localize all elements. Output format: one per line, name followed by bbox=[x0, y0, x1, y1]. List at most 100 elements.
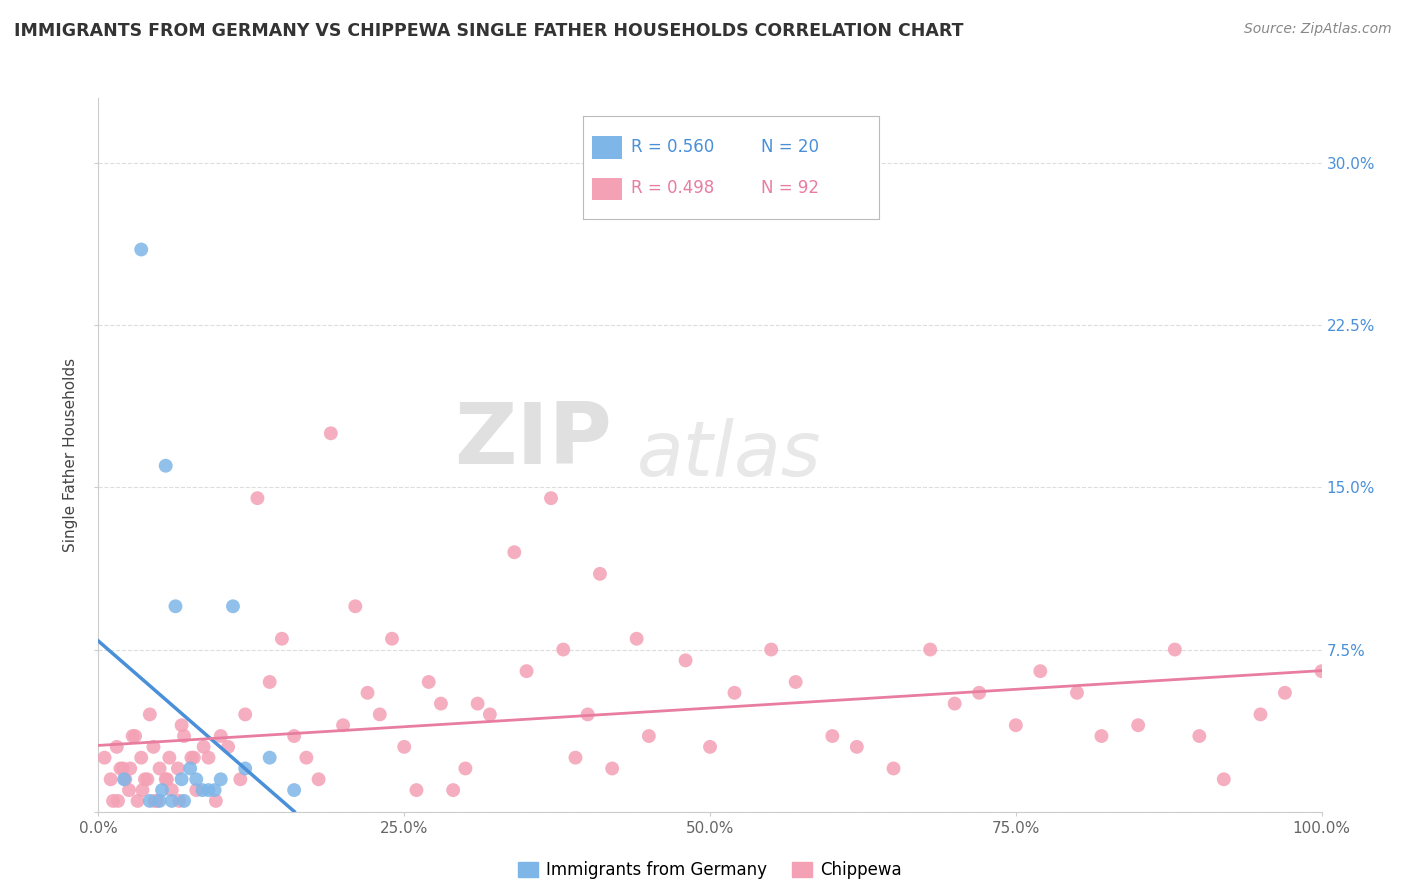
Point bbox=[170, 718, 193, 732]
Text: IMMIGRANTS FROM GERMANY VS CHIPPEWA SINGLE FATHER HOUSEHOLDS CORRELATION CHART: IMMIGRANTS FROM GERMANY VS CHIPPEWA SING… bbox=[14, 22, 963, 40]
Legend: Immigrants from Germany, Chippewa: Immigrants from Germany, Chippewa bbox=[512, 855, 908, 886]
Point bbox=[516, 664, 538, 678]
Point bbox=[191, 783, 214, 797]
Point bbox=[118, 783, 141, 797]
Point bbox=[183, 750, 205, 764]
Point bbox=[139, 707, 162, 722]
Point bbox=[319, 426, 342, 441]
Point bbox=[454, 762, 477, 776]
Point bbox=[883, 762, 905, 776]
Point bbox=[356, 686, 378, 700]
Point bbox=[146, 794, 169, 808]
Point bbox=[222, 599, 245, 614]
Point bbox=[308, 772, 330, 787]
Text: N = 20: N = 20 bbox=[761, 137, 818, 156]
Point bbox=[197, 750, 219, 764]
Point bbox=[344, 599, 367, 614]
Point bbox=[1004, 718, 1026, 732]
Point bbox=[105, 739, 128, 754]
Point bbox=[111, 762, 134, 776]
Point bbox=[165, 599, 187, 614]
Point bbox=[127, 794, 149, 808]
Point bbox=[139, 794, 162, 808]
Point bbox=[180, 750, 202, 764]
Point bbox=[478, 707, 501, 722]
Point bbox=[186, 783, 208, 797]
Point bbox=[418, 675, 440, 690]
Point bbox=[149, 762, 172, 776]
Point bbox=[576, 707, 599, 722]
Point bbox=[283, 729, 305, 743]
Text: ZIP: ZIP bbox=[454, 399, 612, 483]
Point bbox=[270, 632, 294, 646]
Point bbox=[540, 491, 562, 505]
Point bbox=[920, 642, 942, 657]
Point bbox=[332, 718, 354, 732]
Point bbox=[193, 739, 215, 754]
Point bbox=[170, 772, 193, 787]
Point bbox=[167, 762, 190, 776]
Point bbox=[1128, 718, 1150, 732]
Point bbox=[675, 653, 697, 667]
Point bbox=[155, 772, 177, 787]
Point bbox=[167, 794, 190, 808]
Point bbox=[283, 783, 305, 797]
Point bbox=[821, 729, 844, 743]
Point bbox=[157, 750, 180, 764]
Point bbox=[785, 675, 807, 690]
Text: N = 92: N = 92 bbox=[761, 178, 818, 197]
Point bbox=[600, 762, 623, 776]
Point bbox=[131, 783, 153, 797]
Text: R = 0.560: R = 0.560 bbox=[631, 137, 714, 156]
Point bbox=[503, 545, 526, 559]
Point bbox=[160, 794, 183, 808]
Point bbox=[173, 794, 195, 808]
Point bbox=[1029, 664, 1052, 678]
Point bbox=[107, 794, 129, 808]
Point bbox=[259, 750, 281, 764]
Point bbox=[149, 794, 172, 808]
Point bbox=[1250, 707, 1272, 722]
Point bbox=[564, 750, 586, 764]
Bar bbox=[592, 136, 621, 159]
Point bbox=[209, 729, 232, 743]
Point bbox=[553, 642, 575, 657]
Point bbox=[179, 762, 201, 776]
Text: R = 0.498: R = 0.498 bbox=[631, 178, 714, 197]
Point bbox=[1066, 686, 1088, 700]
Point bbox=[368, 707, 391, 722]
Point bbox=[112, 772, 135, 787]
Point bbox=[967, 686, 990, 700]
Point bbox=[699, 739, 721, 754]
Point bbox=[114, 772, 136, 787]
Text: atlas: atlas bbox=[637, 418, 821, 491]
Point bbox=[129, 750, 152, 764]
Point bbox=[589, 566, 612, 581]
Point bbox=[381, 632, 404, 646]
Bar bbox=[592, 178, 621, 200]
Point bbox=[295, 750, 318, 764]
Point bbox=[1310, 664, 1333, 678]
Point bbox=[110, 762, 132, 776]
Point bbox=[136, 772, 159, 787]
Point bbox=[209, 772, 232, 787]
Point bbox=[204, 783, 226, 797]
Point bbox=[1212, 772, 1234, 787]
Point bbox=[1090, 729, 1112, 743]
Point bbox=[229, 772, 252, 787]
Point bbox=[259, 675, 281, 690]
Point bbox=[205, 794, 228, 808]
Point bbox=[155, 458, 177, 473]
Point bbox=[626, 632, 648, 646]
Point bbox=[124, 729, 146, 743]
Point bbox=[233, 762, 256, 776]
Point bbox=[638, 729, 661, 743]
Point bbox=[1274, 686, 1296, 700]
Point bbox=[233, 707, 256, 722]
Point bbox=[246, 491, 269, 505]
Point bbox=[186, 772, 208, 787]
Point bbox=[150, 783, 173, 797]
Point bbox=[173, 729, 195, 743]
Point bbox=[405, 783, 427, 797]
Point bbox=[142, 739, 165, 754]
